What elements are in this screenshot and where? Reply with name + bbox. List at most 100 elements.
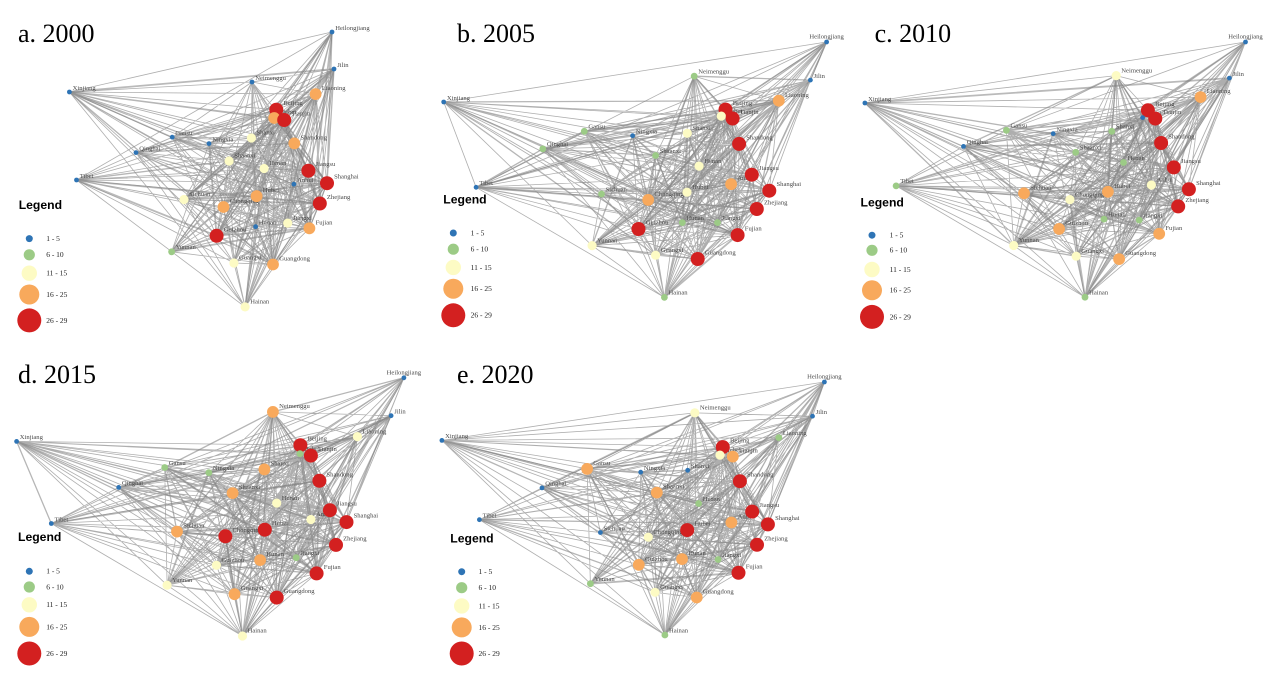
svg-text:Shaanxi: Shaanxi (660, 148, 681, 155)
svg-text:Xinjiang: Xinjiang (73, 85, 97, 92)
svg-text:Shandong: Shandong (747, 472, 774, 479)
svg-text:Sichuan: Sichuan (189, 191, 211, 198)
svg-text:Neimenggu: Neimenggu (698, 69, 729, 76)
svg-text:Neimenggu: Neimenggu (279, 403, 310, 410)
svg-text:Qinghai: Qinghai (547, 141, 568, 148)
svg-text:Hubei: Hubei (692, 184, 708, 191)
svg-text:Heilongjiang: Heilongjiang (807, 374, 842, 381)
svg-text:Jiangsu: Jiangsu (759, 165, 779, 172)
svg-text:Shaanxi: Shaanxi (239, 484, 260, 491)
svg-text:6 - 10: 6 - 10 (479, 583, 497, 592)
svg-text:Yunnan: Yunnan (172, 577, 193, 584)
svg-text:Ningxia: Ningxia (644, 465, 665, 472)
svg-text:Guangxi: Guangxi (239, 255, 262, 262)
svg-text:Ningxia: Ningxia (636, 129, 657, 136)
svg-text:Tibet: Tibet (483, 513, 497, 520)
svg-text:Anhui: Anhui (737, 175, 754, 182)
svg-text:Zhejiang: Zhejiang (764, 200, 788, 207)
svg-text:Anhui: Anhui (316, 511, 333, 518)
svg-text:Shaanxi: Shaanxi (234, 153, 255, 160)
svg-text:Shanxi: Shanxi (271, 460, 289, 467)
svg-text:Qinghai: Qinghai (122, 480, 143, 487)
svg-text:Legend: Legend (19, 198, 62, 212)
svg-text:Legend: Legend (450, 532, 493, 546)
svg-text:Anhui: Anhui (297, 177, 314, 184)
svg-text:Xinjiang: Xinjiang (445, 433, 469, 440)
svg-text:Chongqing: Chongqing (653, 529, 683, 536)
svg-text:Jiangxi: Jiangxi (722, 552, 741, 559)
svg-text:16 - 25: 16 - 25 (479, 623, 500, 632)
svg-text:Jiangxi: Jiangxi (722, 215, 741, 222)
svg-text:Guangdong: Guangdong (703, 589, 734, 596)
svg-text:11 - 15: 11 - 15 (479, 601, 500, 610)
svg-text:16 - 25: 16 - 25 (471, 284, 492, 293)
svg-text:Hunan: Hunan (259, 220, 277, 227)
svg-text:Yunnan: Yunnan (176, 244, 197, 251)
svg-text:c. 2010: c. 2010 (875, 19, 952, 48)
svg-text:Sichuan: Sichuan (183, 523, 205, 530)
svg-text:Fujian: Fujian (746, 563, 764, 570)
svg-text:Guangdong: Guangdong (279, 256, 310, 263)
svg-text:Anhui: Anhui (1157, 177, 1174, 184)
svg-text:Tibet: Tibet (479, 180, 493, 187)
svg-text:Beijing: Beijing (308, 436, 328, 443)
svg-text:Hunan: Hunan (688, 550, 706, 557)
svg-text:Liaoning: Liaoning (322, 85, 347, 92)
svg-text:Henan: Henan (282, 495, 300, 502)
svg-text:d. 2015: d. 2015 (18, 360, 96, 389)
svg-text:Hainan: Hainan (250, 299, 270, 306)
svg-text:Shanghai: Shanghai (775, 515, 800, 522)
svg-text:Jilin: Jilin (814, 73, 826, 80)
svg-text:Sichuan: Sichuan (604, 525, 626, 532)
svg-text:Chongqing: Chongqing (230, 198, 260, 205)
svg-text:Liaoning: Liaoning (785, 92, 810, 99)
svg-text:1 - 5: 1 - 5 (471, 228, 485, 237)
svg-text:Hubei: Hubei (1114, 183, 1130, 190)
svg-text:Shanxi: Shanxi (692, 125, 710, 132)
svg-text:Hubei: Hubei (263, 187, 279, 194)
svg-text:Legend: Legend (443, 192, 486, 206)
svg-text:Chongqing: Chongqing (654, 191, 684, 198)
svg-text:Hainan: Hainan (248, 628, 268, 635)
svg-text:Beijing: Beijing (730, 438, 750, 445)
svg-text:Xinjiang: Xinjiang (447, 95, 471, 102)
svg-text:Guangxi: Guangxi (1081, 248, 1104, 255)
svg-text:Gansu: Gansu (593, 460, 611, 467)
svg-text:Jiangsu: Jiangsu (316, 161, 336, 168)
svg-text:Guangdong: Guangdong (1125, 250, 1156, 257)
svg-text:Guizhou: Guizhou (645, 556, 668, 563)
svg-text:Hebei: Hebei (726, 108, 742, 115)
svg-text:Jilin: Jilin (394, 409, 406, 416)
svg-text:Hainan: Hainan (669, 290, 689, 297)
svg-text:Guizhou: Guizhou (222, 557, 245, 564)
svg-text:Guizhou: Guizhou (1065, 220, 1088, 227)
svg-text:Henan: Henan (1128, 155, 1146, 162)
svg-text:Shandong: Shandong (327, 471, 354, 478)
svg-text:Jiangsu: Jiangsu (1181, 158, 1201, 165)
svg-text:Hainan: Hainan (669, 627, 689, 634)
svg-text:Anhui: Anhui (738, 514, 755, 521)
svg-text:Tibet: Tibet (55, 516, 69, 523)
svg-text:Shanxi: Shanxi (691, 463, 709, 470)
svg-text:Tianjin: Tianjin (291, 111, 311, 118)
svg-text:Qinghai: Qinghai (967, 139, 988, 146)
svg-text:Yunnan: Yunnan (1019, 237, 1040, 244)
svg-text:Hainan: Hainan (1089, 290, 1109, 297)
svg-text:Tianjin: Tianjin (1163, 109, 1183, 116)
svg-text:Beijing: Beijing (733, 100, 753, 107)
svg-text:Shanxi: Shanxi (1116, 124, 1134, 131)
svg-text:b. 2005: b. 2005 (457, 19, 535, 48)
svg-text:Heilongjiang: Heilongjiang (387, 370, 422, 377)
svg-text:Neimenggu: Neimenggu (700, 405, 731, 412)
svg-text:Jilin: Jilin (816, 409, 828, 416)
svg-text:Tibet: Tibet (80, 173, 94, 180)
svg-text:Xinjiang: Xinjiang (868, 96, 892, 103)
svg-text:Shandong: Shandong (746, 134, 773, 141)
svg-text:Heilongjiang: Heilongjiang (809, 34, 844, 41)
svg-text:Hunan: Hunan (686, 215, 704, 222)
svg-text:Shandong: Shandong (301, 135, 328, 142)
svg-text:Henan: Henan (704, 158, 722, 165)
svg-text:Shanxi: Shanxi (257, 130, 275, 137)
svg-text:Jiangxi: Jiangxi (300, 550, 319, 557)
svg-text:Guizhou: Guizhou (224, 226, 247, 233)
